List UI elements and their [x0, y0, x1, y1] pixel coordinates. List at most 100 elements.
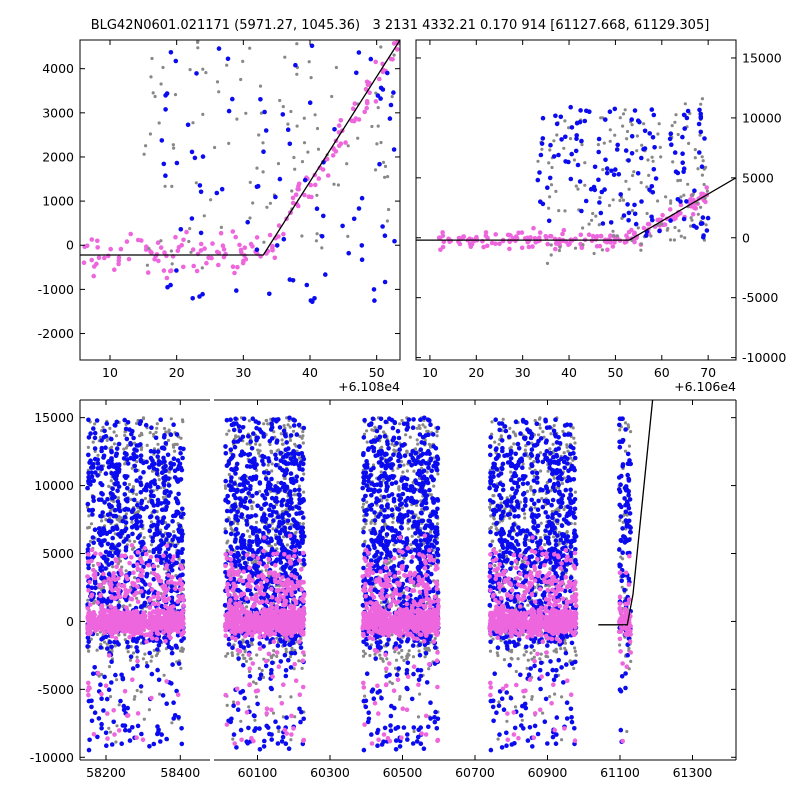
light-curve-point-grey	[123, 633, 127, 637]
light-curve-point-grey	[538, 451, 543, 455]
light-curve-point-blue	[86, 639, 91, 645]
light-curve-point-pink	[91, 732, 97, 737]
zoom-left-point-pink	[173, 234, 178, 240]
light-curve-point-grey	[388, 680, 392, 684]
light-curve-point-blue	[151, 741, 157, 747]
zoom-left-point-pink	[309, 194, 314, 200]
zoom-left-point-grey	[373, 168, 378, 172]
zoom-left-point-grey	[356, 136, 360, 140]
zoom-left-point-grey	[379, 45, 383, 49]
zoom-left-point-blue	[380, 224, 385, 229]
light-curve-point-grey	[282, 424, 286, 428]
x-tick-label: 10	[422, 365, 438, 380]
zoom-right-point-blue	[551, 154, 557, 159]
zoom-right-point-grey	[656, 199, 660, 203]
light-curve-point-grey	[492, 494, 496, 498]
light-curve-point-blue	[164, 537, 169, 542]
light-curve-point-blue	[161, 435, 167, 440]
light-curve-point-pink	[148, 596, 153, 602]
zoom-right-point-pink	[678, 202, 684, 208]
light-curve-point-pink	[98, 583, 103, 589]
light-curve-point-blue	[139, 523, 144, 529]
light-curve-point-blue	[109, 560, 115, 566]
light-curve-point-grey	[390, 442, 394, 446]
zoom-right-point-blue	[575, 162, 581, 168]
light-curve-point-blue	[173, 643, 179, 649]
zoom-right-point-grey	[601, 168, 605, 172]
light-curve-point-grey	[227, 429, 231, 433]
zoom-left-point-pink	[242, 245, 248, 250]
panel-zoom-right: 10 20 30 40 50 60 70-10000-5000050001000015000…	[415, 39, 786, 394]
light-curve-point-pink	[175, 692, 181, 697]
zoom-left-point-grey	[225, 63, 229, 67]
zoom-right-point-grey	[596, 143, 601, 147]
light-curve-point-pink	[101, 571, 106, 577]
light-curve-point-pink	[164, 628, 169, 633]
zoom-left-point-pink	[221, 254, 227, 260]
light-curve-point-pink	[136, 623, 141, 629]
light-curve-point-grey	[543, 543, 547, 547]
light-curve-point-blue	[116, 532, 121, 537]
y-tick-label: 0	[66, 238, 74, 253]
light-curve-point-blue	[238, 727, 244, 733]
light-curve-point-grey	[281, 442, 285, 446]
light-curve-point-pink	[122, 688, 128, 694]
zoom-left-point-pink	[325, 173, 331, 178]
zoom-right-point-blue	[705, 215, 711, 221]
zoom-left-point-grey	[290, 189, 294, 193]
zoom-left-point-blue	[391, 90, 396, 95]
zoom-left-point-grey	[147, 247, 151, 251]
zoom-left-point-pink	[324, 156, 330, 162]
light-curve-point-blue	[86, 417, 91, 423]
light-curve-point-pink	[161, 598, 167, 603]
light-curve-point-blue	[153, 435, 159, 441]
zoom-left-point-blue	[245, 219, 250, 225]
light-curve-point-blue	[94, 418, 100, 423]
zoom-right-point-blue	[629, 151, 635, 156]
zoom-left-point-pink	[237, 242, 242, 248]
zoom-left-point-blue	[323, 272, 328, 277]
light-curve-point-grey	[302, 490, 306, 494]
light-curve-point-blue	[101, 708, 106, 713]
zoom-right-point-pink	[612, 240, 617, 245]
zoom-right-point-grey	[613, 133, 617, 137]
light-curve-point-pink	[164, 543, 170, 548]
x-offset-label: +6.106e4	[674, 379, 736, 394]
zoom-left-point-grey	[159, 239, 163, 243]
light-curve-point-blue	[178, 446, 183, 451]
light-curve-point-grey	[239, 719, 243, 723]
light-curve-point-pink	[171, 604, 176, 609]
light-curve-point-pink	[180, 620, 185, 625]
light-curve-point-grey	[128, 658, 133, 662]
light-curve-point-pink	[93, 551, 98, 556]
light-curve-point-blue	[99, 721, 104, 727]
light-curve-point-grey	[155, 422, 159, 426]
light-curve-point-grey	[510, 657, 514, 661]
zoom-left-point-pink	[330, 153, 336, 158]
zoom-right-point-blue	[554, 121, 560, 127]
light-curve-point-grey	[149, 659, 153, 663]
light-curve-point-blue	[130, 725, 135, 730]
light-curve-point-pink	[102, 616, 107, 621]
zoom-right-point-blue	[682, 126, 687, 131]
light-curve-point-pink	[128, 596, 134, 602]
light-curve-point-pink	[95, 600, 100, 605]
light-curve-point-blue	[90, 512, 95, 517]
light-curve-point-blue	[155, 497, 161, 503]
zoom-left-point-pink	[377, 76, 382, 82]
light-curve-point-grey	[156, 564, 160, 568]
zoom-right-point-grey	[625, 129, 630, 134]
light-curve-point-blue	[141, 541, 146, 546]
zoom-left-point-grey	[300, 234, 304, 238]
zoom-left-point-pink	[308, 182, 314, 188]
light-curve-point-grey	[273, 543, 277, 547]
light-curve-point-grey	[362, 502, 366, 506]
y-tick-label: -10000	[742, 350, 786, 365]
light-curve-point-grey	[490, 420, 494, 424]
light-curve-point-grey	[435, 434, 439, 438]
light-curve-point-grey	[117, 703, 121, 707]
light-curve-point-blue	[106, 572, 112, 577]
light-curve-point-blue	[95, 734, 100, 740]
zoom-right-point-pink	[554, 240, 559, 245]
zoom-right-point-blue	[678, 199, 683, 204]
